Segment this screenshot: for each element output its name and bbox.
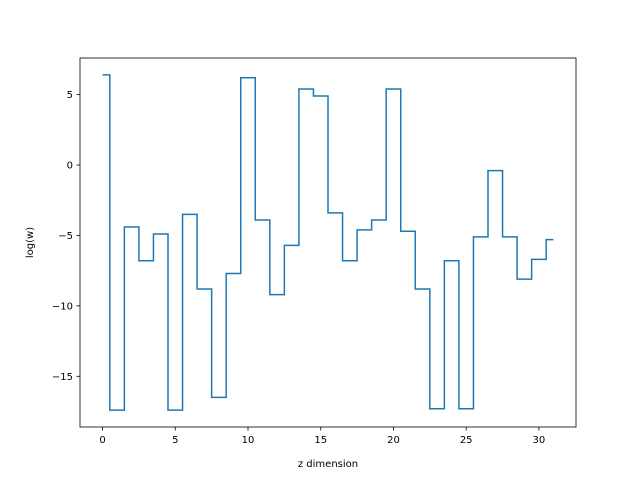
- x-tick-label: 0: [99, 435, 105, 446]
- series-line: [102, 74, 554, 411]
- x-axis: 0 5 10 15 20 25 30: [99, 427, 545, 446]
- x-tick-label: 20: [387, 435, 400, 446]
- y-tick-label: −15: [52, 372, 73, 383]
- y-axis: 5 0 −5 −10 −15: [52, 90, 80, 383]
- x-axis-label: z dimension: [298, 459, 358, 470]
- plot-area: [79, 57, 577, 428]
- x-tick-label: 30: [533, 435, 546, 446]
- y-tick-label: −10: [52, 301, 73, 312]
- y-axis-label: log(w): [25, 227, 36, 258]
- y-tick-label: −5: [58, 231, 73, 242]
- x-tick-label: 25: [460, 435, 473, 446]
- axes-frame: [79, 57, 577, 428]
- x-tick-label: 15: [314, 435, 327, 446]
- y-tick-label: 5: [67, 90, 73, 101]
- x-tick-label: 5: [172, 435, 178, 446]
- y-tick-label: 0: [67, 161, 73, 172]
- x-tick-label: 10: [242, 435, 255, 446]
